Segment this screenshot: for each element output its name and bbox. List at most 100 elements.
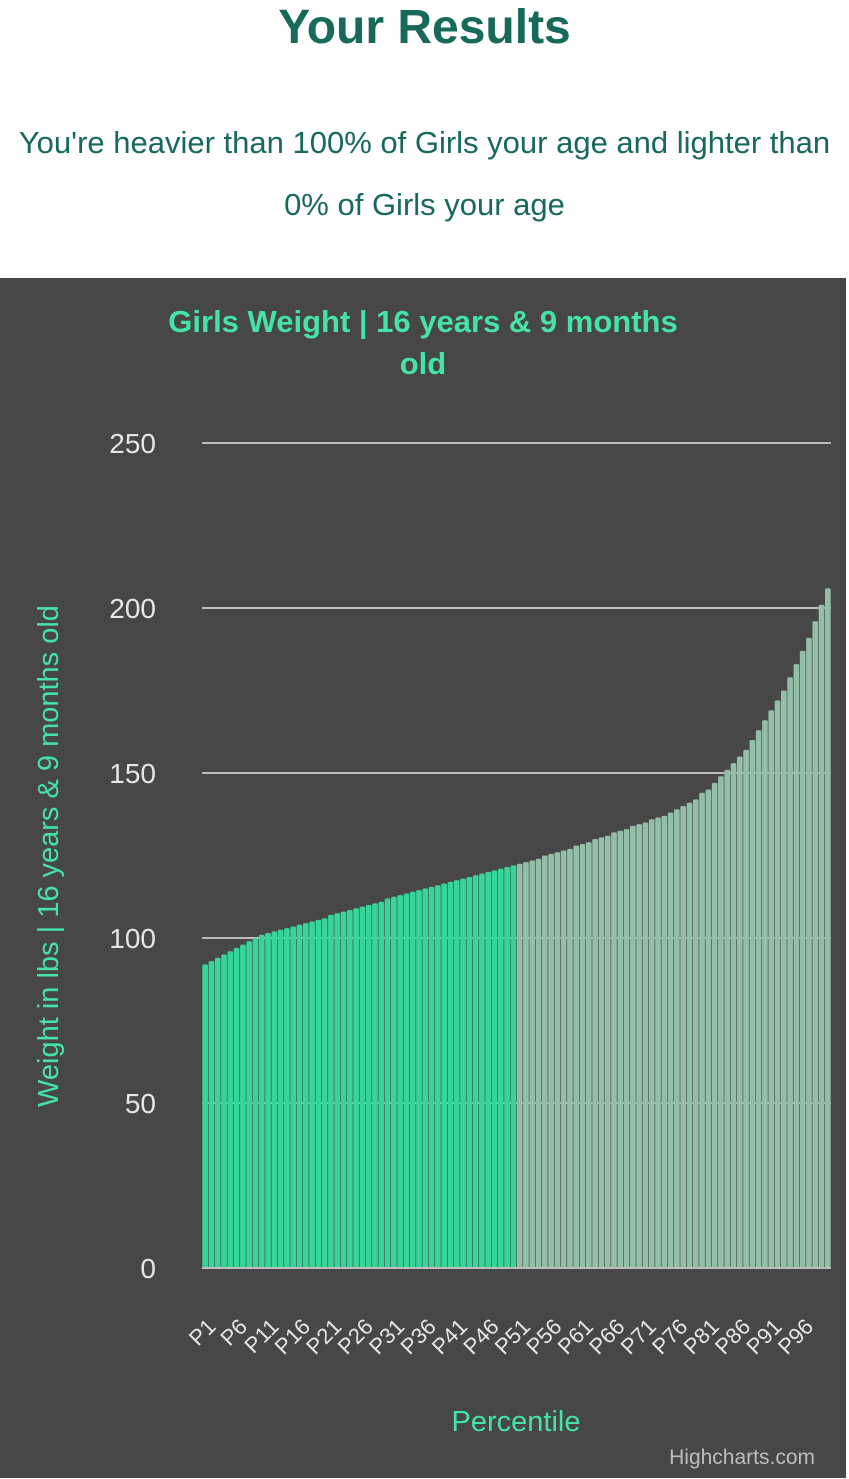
bar-p68	[623, 829, 630, 1268]
bar-p10	[258, 934, 265, 1268]
bar-p7	[240, 944, 246, 1268]
bar-p1	[202, 964, 208, 1268]
y-tick-label: 200	[109, 593, 156, 624]
bar-p81	[705, 789, 712, 1268]
x-tick-label: P96	[773, 1314, 818, 1359]
bar-p70	[636, 824, 642, 1268]
bar-p60	[573, 845, 580, 1268]
bar-p48	[497, 868, 504, 1268]
bar-p97	[806, 637, 812, 1268]
bar-p64	[598, 837, 605, 1268]
bar-p27	[365, 905, 372, 1268]
bar-p51	[516, 863, 523, 1268]
bar-p26	[359, 906, 366, 1268]
results-header: Your Results You're heavier than 100% of…	[0, 0, 849, 236]
bar-p50	[510, 865, 517, 1268]
chart-title-line: Girls Weight | 16 years & 9 months	[168, 304, 677, 339]
bar-p17	[302, 923, 309, 1268]
bar-p43	[466, 876, 473, 1268]
chart-credit: Highcharts.com	[669, 1446, 815, 1469]
bar-p93	[780, 690, 787, 1268]
weight-percentile-chart: Girls Weight | 16 years & 9 months old 0 50…	[0, 278, 846, 1478]
bar-p67	[617, 830, 624, 1268]
bar-p95	[793, 664, 800, 1268]
bar-p38	[435, 885, 441, 1268]
bar-p36	[422, 888, 429, 1268]
page-title: Your Results	[278, 1, 571, 54]
bar-p86	[736, 756, 743, 1268]
bar-p16	[296, 924, 303, 1268]
bar-p5	[227, 951, 234, 1268]
bar-p22	[334, 913, 341, 1268]
bar-p42	[460, 878, 466, 1268]
bar-p32	[397, 895, 403, 1268]
bar-p9	[252, 938, 259, 1268]
bar-p57	[554, 852, 561, 1268]
bar-p13	[277, 929, 284, 1268]
bar-p72	[648, 819, 655, 1268]
bar-p73	[655, 817, 661, 1268]
bar-p76	[674, 809, 680, 1268]
bar-p29	[378, 901, 385, 1268]
bar-p79	[692, 799, 699, 1268]
bar-p19	[315, 919, 322, 1268]
bar-p54	[535, 858, 542, 1268]
bar-p84	[724, 769, 731, 1268]
bar-p45	[479, 873, 485, 1268]
bar-p78	[686, 802, 693, 1268]
bar-p30	[384, 898, 391, 1268]
bar-p6	[233, 947, 240, 1268]
bar-p77	[680, 806, 687, 1268]
bar-p75	[667, 812, 674, 1268]
bar-p21	[328, 914, 334, 1268]
bar-p18	[309, 921, 315, 1268]
bar-p40	[447, 881, 454, 1268]
bar-p33	[403, 893, 410, 1268]
bar-p71	[642, 822, 649, 1268]
bar-p46	[485, 872, 492, 1268]
bar-p87	[743, 749, 749, 1268]
bar-p92	[774, 700, 781, 1268]
bar-p4	[221, 954, 227, 1268]
bar-p28	[372, 903, 378, 1268]
bar-p23	[340, 911, 347, 1268]
bar-p56	[548, 853, 554, 1268]
bar-p98	[812, 621, 819, 1268]
bar-p66	[611, 832, 617, 1268]
bar-p14	[284, 928, 290, 1268]
bar-p31	[391, 896, 397, 1268]
bar-p59	[567, 848, 573, 1268]
bar-p80	[699, 792, 705, 1268]
bar-p49	[504, 867, 510, 1268]
bar-p61	[579, 843, 586, 1268]
bar-p74	[661, 815, 668, 1268]
bar-p90	[762, 720, 768, 1268]
bar-p99	[818, 604, 825, 1268]
bar-p96	[799, 650, 806, 1268]
bar-p91	[768, 710, 775, 1268]
bar-p65	[604, 835, 611, 1268]
y-tick-label: 100	[109, 923, 156, 954]
bar-p11	[265, 933, 271, 1268]
bar-p44	[472, 875, 479, 1268]
bar-p62	[586, 842, 592, 1268]
bar-p3	[214, 957, 221, 1268]
bar-p63	[592, 839, 598, 1268]
chart-canvas: Girls Weight | 16 years & 9 months old 0 50…	[33, 304, 831, 1469]
bar-p2	[208, 961, 215, 1268]
bar-p15	[290, 926, 297, 1268]
bar-p24	[346, 909, 353, 1268]
bar-p39	[441, 883, 447, 1268]
y-tick-label: 150	[109, 758, 156, 789]
bar-p53	[529, 860, 536, 1268]
bar-p88	[749, 740, 756, 1268]
results-summary: You're heavier than 100% of Girls your a…	[18, 125, 831, 222]
bar-p55	[541, 855, 548, 1268]
bar-p47	[491, 870, 498, 1268]
bar-p37	[428, 886, 435, 1268]
bar-p20	[321, 918, 328, 1268]
bar-p35	[416, 890, 422, 1268]
bar-p41	[453, 880, 460, 1268]
bar-p52	[523, 862, 529, 1268]
bar-p69	[630, 825, 636, 1268]
